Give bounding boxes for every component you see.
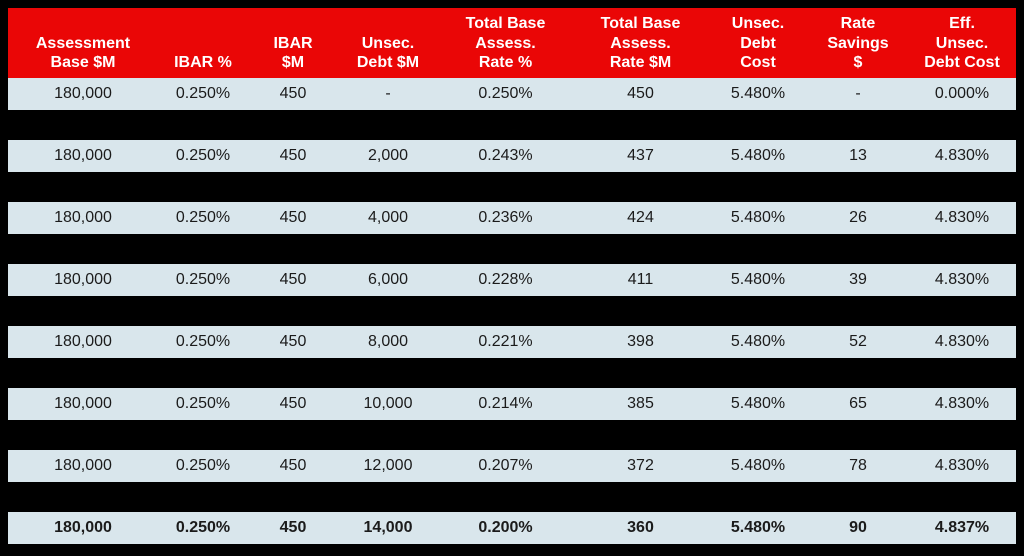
table-cell: 180,000: [54, 147, 112, 164]
table-row: 180,000 0.250% 450 - 0.250% 450 5.480% - 0.000%: [8, 78, 1016, 110]
table-cell: 6,000: [367, 271, 409, 288]
table-cell: 5.480%: [730, 147, 786, 164]
table-cell: 4.830%: [934, 395, 990, 412]
table-row: 180,000 0.250% 450 14,000 0.200% 360 5.480% 90 4…: [8, 512, 1016, 544]
table-cell: 0.250%: [175, 457, 231, 474]
table-cell: 0.214%: [478, 395, 533, 412]
table-cell: 385: [627, 395, 654, 412]
table-cell: 4.830%: [934, 271, 990, 288]
table-cell: 10,000: [363, 395, 413, 412]
table-cell: 52: [849, 333, 867, 350]
table-cell: 372: [627, 457, 654, 474]
table-cell: 5.480%: [730, 85, 786, 102]
table-row: 180,000 0.250% 450 4,000 0.236% 424 5.480% 26 4.…: [8, 202, 1016, 234]
table-cell: 0.250%: [175, 519, 231, 536]
table-cell: 0.250%: [175, 271, 231, 288]
table-cell: 411: [627, 271, 654, 288]
table-header-row: Assessment Base $M IBAR % IBAR $M Unsec. De…: [8, 8, 1016, 78]
table-cell: 4,000: [367, 209, 409, 226]
table-cell: 0.250%: [175, 395, 231, 412]
row-separator: [8, 172, 1016, 202]
table-cell: 180,000: [54, 209, 112, 226]
table-cell: 90: [849, 519, 867, 536]
table-cell: 2,000: [367, 147, 409, 164]
header-cell: Rate Savings $: [827, 15, 889, 72]
table-cell: 450: [279, 333, 307, 350]
table-row: 180,000 0.250% 450 10,000 0.214% 385 5.480% 65 4…: [8, 388, 1016, 420]
table-cell: 450: [279, 209, 307, 226]
table-cell: 13: [849, 147, 867, 164]
table-cell: 450: [279, 519, 307, 536]
table-cell: 180,000: [54, 85, 112, 102]
table-row: 180,000 0.250% 450 6,000 0.228% 411 5.480% 39 4.…: [8, 264, 1016, 296]
header-cell: Total Base Assess. Rate %: [465, 15, 546, 72]
table-cell: 0.250%: [175, 209, 231, 226]
table-cell: 180,000: [54, 333, 112, 350]
header-cell: Unsec. Debt Cost: [731, 15, 785, 72]
row-separator: [8, 482, 1016, 512]
table-cell: 450: [279, 395, 307, 412]
table-cell: 4.830%: [934, 457, 990, 474]
table-cell: 424: [627, 209, 654, 226]
table-cell: 5.480%: [730, 395, 786, 412]
table-row: 180,000 0.250% 450 2,000 0.243% 437 5.480% 13 4.…: [8, 140, 1016, 172]
header-cell: IBAR $M: [273, 34, 313, 72]
table-cell: 8,000: [367, 333, 409, 350]
table-cell: 450: [279, 271, 307, 288]
table-cell: -: [385, 85, 391, 102]
table-cell: 26: [849, 209, 867, 226]
table-cell: 0.250%: [478, 85, 533, 102]
table-row: 180,000 0.250% 450 12,000 0.207% 372 5.480% 78 4…: [8, 450, 1016, 482]
table-cell: 0.236%: [478, 209, 533, 226]
header-cell: Assessment Base $M: [35, 34, 131, 72]
table-cell: 0.250%: [175, 147, 231, 164]
header-cell: Eff. Unsec. Debt Cost: [924, 15, 1000, 72]
table-cell: 65: [849, 395, 867, 412]
table-cell: 0.000%: [934, 85, 990, 102]
table-cell: 450: [279, 85, 307, 102]
table-cell: 4.830%: [934, 209, 990, 226]
row-separator: [8, 110, 1016, 140]
row-separator: [8, 358, 1016, 388]
table-cell: 450: [279, 147, 307, 164]
table-cell: 180,000: [54, 457, 112, 474]
table-cell: 5.480%: [730, 271, 786, 288]
table-cell: 180,000: [54, 271, 112, 288]
table-cell: 450: [627, 85, 654, 102]
table-body: 180,000 0.250% 450-0.250% 450 5.480% -0.000% 1…: [8, 78, 1016, 544]
table-cell: 398: [627, 333, 654, 350]
table-cell: 0.228%: [478, 271, 533, 288]
table-row: 180,000 0.250% 450 8,000 0.221% 398 5.480% 52 4.…: [8, 326, 1016, 358]
table-cell: -: [855, 85, 861, 102]
table-cell: 0.207%: [478, 457, 533, 474]
table-cell: 5.480%: [730, 209, 786, 226]
table-cell: 5.480%: [730, 519, 786, 536]
header-cell: IBAR %: [174, 54, 232, 72]
header-cell: Unsec. Debt $M: [356, 34, 420, 72]
table-cell: 5.480%: [730, 457, 786, 474]
table-cell: 14,000: [363, 519, 413, 536]
table-cell: 4.837%: [934, 519, 990, 536]
table-cell: 5.480%: [730, 333, 786, 350]
table-cell: 437: [627, 147, 654, 164]
table-cell: 450: [279, 457, 307, 474]
table-cell: 0.250%: [175, 333, 231, 350]
table-cell: 0.221%: [478, 333, 533, 350]
table-cell: 0.250%: [175, 85, 231, 102]
table-cell: 180,000: [54, 395, 112, 412]
row-separator: [8, 420, 1016, 450]
header-cell: Total Base Assess. Rate $M: [600, 15, 681, 72]
table-cell: 78: [849, 457, 867, 474]
row-separator: [8, 296, 1016, 326]
row-separator: [8, 234, 1016, 264]
table-cell: 0.243%: [478, 147, 533, 164]
table-cell: 4.830%: [934, 333, 990, 350]
table-cell: 360: [627, 519, 654, 536]
table-cell: 4.830%: [934, 147, 990, 164]
table-cell: 39: [849, 271, 867, 288]
table-cell: 180,000: [54, 519, 112, 536]
table-cell: 12,000: [363, 457, 413, 474]
table-cell: 0.200%: [478, 519, 533, 536]
